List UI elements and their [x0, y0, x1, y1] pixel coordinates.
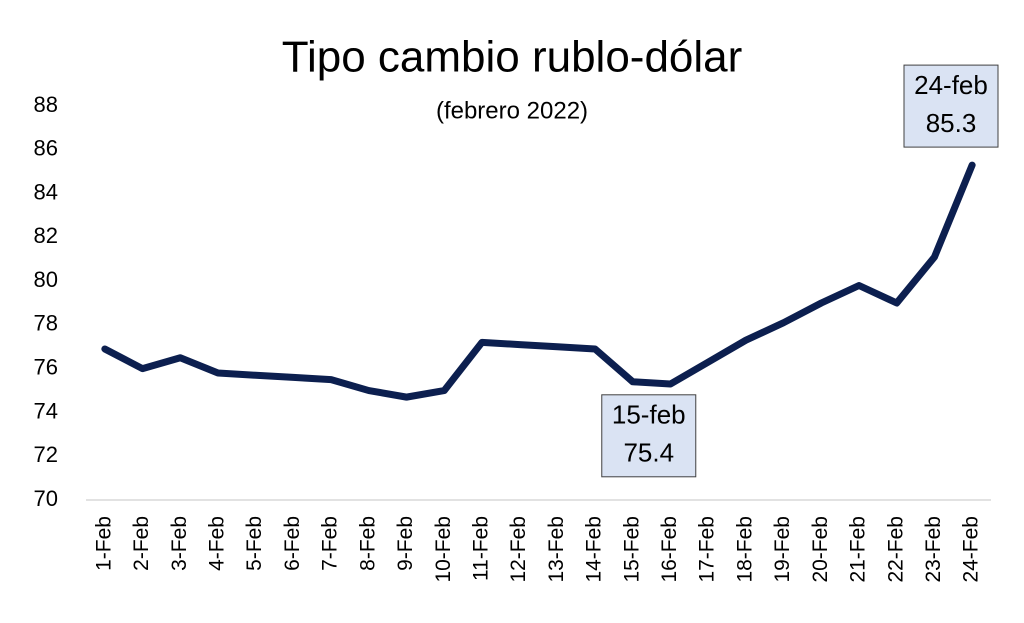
y-tick-label: 80 [34, 267, 58, 292]
x-tick-label: 21-Feb [847, 516, 870, 583]
x-tick-label: 7-Feb [319, 516, 342, 571]
annotation: 15-feb 75.4 [601, 394, 697, 478]
x-tick-label: 15-Feb [620, 516, 643, 583]
annotation-value: 85.3 [926, 108, 977, 138]
x-tick-label: 16-Feb [658, 516, 681, 583]
x-tick-label: 4-Feb [206, 516, 229, 571]
x-tick-label: 3-Feb [168, 516, 191, 571]
chart-title: Tipo cambio rublo-dólar [282, 33, 743, 82]
x-tick-label: 2-Feb [130, 516, 153, 571]
annotation-label: 24-feb [914, 70, 988, 100]
annotation-box [601, 394, 697, 478]
x-tick-label: 8-Feb [356, 516, 379, 571]
x-tick-label: 23-Feb [922, 516, 945, 583]
x-tick-label: 14-Feb [583, 516, 606, 583]
x-tick-label: 22-Feb [884, 516, 907, 583]
y-tick-label: 84 [34, 179, 58, 204]
y-tick-label: 74 [34, 398, 58, 423]
y-tick-label: 72 [34, 442, 58, 467]
x-tick-label: 24-Feb [960, 516, 983, 583]
y-tick-label: 82 [34, 223, 58, 248]
x-tick-label: 13-Feb [545, 516, 568, 583]
line-series [101, 161, 976, 401]
y-tick-label: 78 [34, 311, 58, 336]
y-tick-label: 86 [34, 136, 58, 161]
x-tick-label: 1-Feb [92, 516, 115, 571]
chart-subtitle: (febrero 2022) [436, 97, 588, 124]
annotation-label: 15-feb [612, 400, 686, 430]
y-tick-label: 70 [34, 486, 58, 511]
x-tick-label: 10-Feb [432, 516, 455, 583]
x-tick-label: 20-Feb [809, 516, 832, 583]
x-tick-label: 6-Feb [281, 516, 304, 571]
annotation-box [903, 64, 999, 148]
annotation: 24-feb 85.3 [903, 64, 999, 148]
y-tick-label: 76 [34, 354, 58, 379]
x-tick-label: 18-Feb [733, 516, 756, 583]
x-tick-label: 9-Feb [394, 516, 417, 571]
annotation-value: 75.4 [623, 438, 674, 468]
y-tick-label: 88 [34, 92, 58, 117]
x-tick-label: 19-Feb [771, 516, 794, 583]
x-tick-label: 17-Feb [696, 516, 719, 583]
x-tick-label: 12-Feb [507, 516, 530, 583]
x-tick-label: 11-Feb [469, 516, 492, 581]
x-tick-label: 5-Feb [243, 516, 266, 571]
